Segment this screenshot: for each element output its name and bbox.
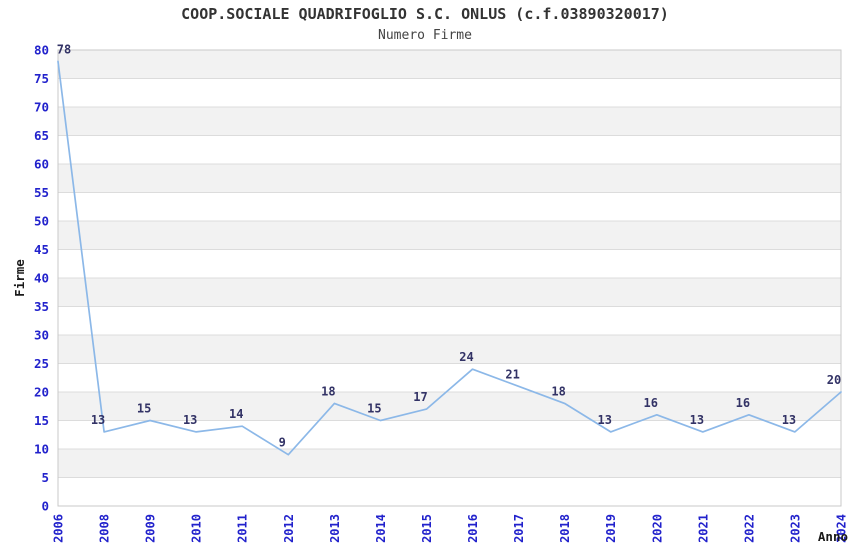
data-point-label: 14 bbox=[229, 407, 243, 421]
y-tick-label: 10 bbox=[34, 442, 49, 457]
x-tick-label: 2018 bbox=[558, 514, 572, 543]
x-tick-label: 2008 bbox=[98, 514, 112, 543]
data-point-label: 16 bbox=[644, 396, 658, 410]
y-tick-label: 60 bbox=[34, 157, 49, 172]
x-tick-label: 2009 bbox=[144, 514, 158, 543]
x-tick-label: 2014 bbox=[374, 514, 388, 543]
data-point-label: 13 bbox=[183, 413, 197, 427]
plot-band bbox=[58, 449, 841, 478]
y-tick-label: 25 bbox=[34, 356, 49, 371]
data-point-label: 15 bbox=[367, 402, 381, 416]
data-point-label: 20 bbox=[827, 373, 841, 387]
x-tick-label: 2012 bbox=[282, 514, 296, 543]
y-tick-label: 5 bbox=[41, 470, 49, 485]
plot-border bbox=[57, 49, 842, 507]
x-tick-label: 2017 bbox=[512, 514, 526, 543]
y-tick-label: 15 bbox=[34, 413, 49, 428]
plot-band bbox=[58, 335, 841, 364]
chart-title: COOP.SOCIALE QUADRIFOGLIO S.C. ONLUS (c.… bbox=[181, 5, 669, 23]
data-point-label: 78 bbox=[57, 42, 71, 56]
data-point-label: 13 bbox=[91, 413, 105, 427]
y-tick-label: 45 bbox=[34, 242, 49, 257]
x-tick-label: 2010 bbox=[190, 514, 204, 543]
plot-band bbox=[58, 420, 841, 449]
x-axis-title: Anno bbox=[818, 529, 848, 544]
data-point-label: 17 bbox=[413, 390, 427, 404]
data-point-label: 13 bbox=[690, 413, 704, 427]
plot-band bbox=[58, 221, 841, 250]
x-tick-label: 2024 bbox=[835, 514, 849, 543]
plot-band bbox=[58, 50, 841, 79]
plot-band bbox=[58, 192, 841, 221]
plot-band bbox=[58, 363, 841, 392]
data-point-label: 15 bbox=[137, 402, 151, 416]
y-tick-label: 40 bbox=[34, 271, 49, 286]
plot-band bbox=[58, 477, 841, 506]
data-point-label: 16 bbox=[736, 396, 750, 410]
plot-band bbox=[58, 306, 841, 335]
data-series-line bbox=[57, 60, 842, 456]
data-point-label: 21 bbox=[505, 367, 519, 381]
plot-band bbox=[58, 135, 841, 164]
x-tick-label: 2016 bbox=[466, 514, 480, 543]
chart-subtitle: Numero Firme bbox=[378, 28, 472, 43]
y-tick-label: 50 bbox=[34, 214, 49, 229]
y-axis-title: Firme bbox=[12, 259, 27, 297]
data-point-label: 24 bbox=[459, 350, 473, 364]
plot-band bbox=[58, 278, 841, 307]
plot-band bbox=[58, 164, 841, 193]
y-tick-label: 65 bbox=[34, 128, 49, 143]
y-tick-label: 0 bbox=[41, 499, 49, 514]
plot-band bbox=[58, 78, 841, 107]
x-tick-label: 2022 bbox=[742, 514, 756, 543]
x-tick-label: 2021 bbox=[696, 514, 710, 543]
y-tick-label: 20 bbox=[34, 385, 49, 400]
data-point-label: 13 bbox=[597, 413, 611, 427]
x-tick-label: 2019 bbox=[604, 514, 618, 543]
x-tick-label: 2020 bbox=[650, 514, 664, 543]
plot-band bbox=[58, 392, 841, 421]
data-point-label: 18 bbox=[551, 384, 565, 398]
x-tick-label: 2006 bbox=[52, 514, 66, 543]
plot-band bbox=[58, 249, 841, 278]
x-tick-label: 2011 bbox=[236, 514, 250, 543]
y-tick-label: 55 bbox=[34, 185, 49, 200]
y-tick-label: 80 bbox=[34, 43, 49, 58]
y-tick-label: 70 bbox=[34, 100, 49, 115]
y-tick-label: 30 bbox=[34, 328, 49, 343]
x-tick-label: 2015 bbox=[420, 514, 434, 543]
data-point-label: 18 bbox=[321, 384, 335, 398]
data-point-label: 13 bbox=[782, 413, 796, 427]
y-tick-label: 35 bbox=[34, 299, 49, 314]
y-tick-label: 75 bbox=[34, 71, 49, 86]
plot-band bbox=[58, 107, 841, 136]
x-tick-label: 2013 bbox=[328, 514, 342, 543]
x-tick-label: 2023 bbox=[788, 514, 802, 543]
data-point-label: 9 bbox=[279, 436, 286, 450]
